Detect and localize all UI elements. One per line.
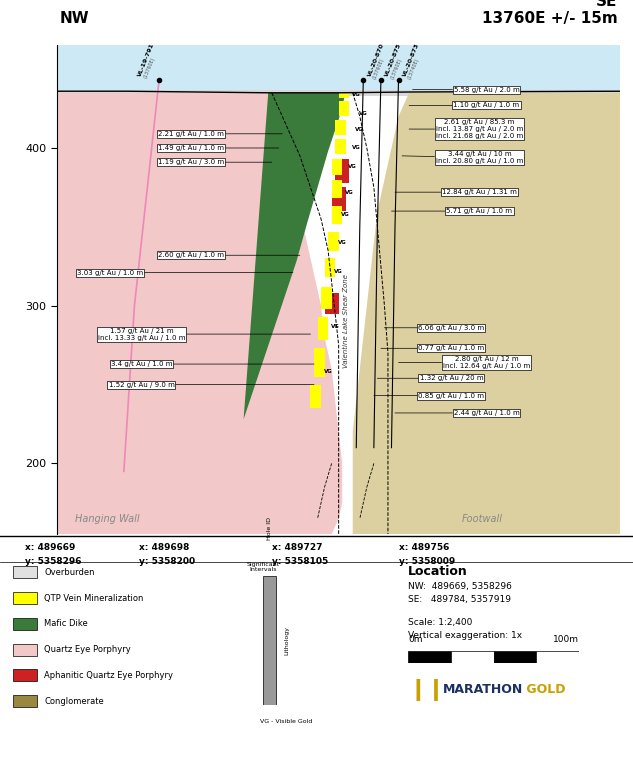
Text: VG: VG (345, 190, 354, 195)
Polygon shape (57, 89, 620, 96)
Text: VG: VG (348, 164, 357, 170)
Text: VG: VG (352, 146, 361, 151)
Text: 2.80 g/t Au / 12 m
incl. 12.64 g/t Au / 1.0 m: 2.80 g/t Au / 12 m incl. 12.64 g/t Au / … (399, 356, 530, 369)
Text: Aphanitic Quartz Eye Porphyry: Aphanitic Quartz Eye Porphyry (44, 671, 173, 680)
Text: 5.71 g/t Au / 1.0 m: 5.71 g/t Au / 1.0 m (391, 208, 513, 214)
Text: VG: VG (355, 127, 364, 132)
Text: VL-20-873: VL-20-873 (402, 42, 420, 77)
Bar (335, 120, 346, 136)
Text: Valentine Lake Shear Zone: Valentine Lake Shear Zone (342, 274, 349, 368)
Text: x: 489669: x: 489669 (25, 543, 76, 553)
Text: Hanging Wall: Hanging Wall (75, 514, 139, 524)
Bar (536, 651, 579, 663)
Text: 1.49 g/t Au / 1.0 m: 1.49 g/t Au / 1.0 m (158, 145, 279, 151)
Text: Conglomerate: Conglomerate (44, 697, 104, 706)
Text: VG - Visible Gold: VG - Visible Gold (260, 719, 312, 724)
Text: 5.58 g/t Au / 2.0 m: 5.58 g/t Au / 2.0 m (413, 86, 520, 92)
Text: (13760E): (13760E) (367, 55, 385, 80)
Text: Significant
Intervals: Significant Intervals (247, 562, 280, 572)
Text: 1.19 g/t Au / 3.0 m: 1.19 g/t Au / 3.0 m (158, 159, 272, 165)
Text: 2.44 g/t Au / 1.0 m: 2.44 g/t Au / 1.0 m (395, 410, 520, 416)
Text: 1.52 g/t Au / 9.0 m: 1.52 g/t Au / 9.0 m (108, 381, 314, 387)
Text: VG: VG (359, 111, 368, 116)
Text: 6.06 g/t Au / 3.0 m: 6.06 g/t Au / 3.0 m (384, 324, 484, 330)
Bar (332, 187, 346, 211)
Text: Location: Location (408, 565, 468, 578)
Text: VG: VG (323, 369, 332, 374)
Text: 2.21 g/t Au / 1.0 m: 2.21 g/t Au / 1.0 m (158, 131, 282, 136)
Text: 3.03 g/t Au / 1.0 m: 3.03 g/t Au / 1.0 m (77, 270, 293, 276)
Text: x: 489756: x: 489756 (399, 543, 449, 553)
Bar (318, 317, 328, 340)
Text: NW:  489669, 5358296: NW: 489669, 5358296 (408, 582, 512, 591)
Text: x: 489698: x: 489698 (139, 543, 190, 553)
Text: y: 5358200: y: 5358200 (139, 557, 196, 566)
Bar (325, 293, 339, 314)
Text: Quartz Eye Porphyry: Quartz Eye Porphyry (44, 645, 131, 654)
Polygon shape (57, 45, 620, 91)
Text: 3.4 g/t Au / 1.0 m: 3.4 g/t Au / 1.0 m (111, 361, 314, 367)
Text: 100m: 100m (553, 635, 579, 644)
Text: 1.32 g/t Au / 20 m: 1.32 g/t Au / 20 m (377, 375, 483, 381)
Text: ❙❙: ❙❙ (408, 678, 446, 701)
Text: 1.10 g/t Au / 1.0 m: 1.10 g/t Au / 1.0 m (409, 102, 520, 108)
Bar (332, 180, 342, 199)
Text: (13760E): (13760E) (137, 54, 156, 79)
Bar (328, 232, 339, 250)
Text: 0m: 0m (408, 635, 423, 644)
Bar (494, 651, 536, 663)
Polygon shape (353, 92, 620, 534)
Bar (335, 159, 349, 183)
Text: y: 5358296: y: 5358296 (25, 557, 82, 566)
Text: 12.84 g/t Au / 1.31 m: 12.84 g/t Au / 1.31 m (395, 190, 517, 195)
Bar (321, 287, 332, 309)
Polygon shape (244, 92, 346, 419)
Text: (13760E): (13760E) (384, 55, 403, 80)
Text: Footwall: Footwall (462, 514, 503, 524)
Bar (451, 651, 494, 663)
Text: 2.61 g/t Au / 85.3 m
incl. 13.87 g/t Au / 2.0 m
incl. 21.68 g/t Au / 2.0 m: 2.61 g/t Au / 85.3 m incl. 13.87 g/t Au … (409, 119, 523, 139)
Text: GOLD: GOLD (522, 683, 566, 697)
Text: Vertical exaggeration: 1x: Vertical exaggeration: 1x (408, 631, 522, 640)
Text: VG: VG (338, 240, 346, 245)
Text: VL-20-875: VL-20-875 (384, 42, 403, 77)
Bar (332, 159, 342, 175)
Text: SE
13760E +/- 15m: SE 13760E +/- 15m (482, 0, 618, 26)
Text: 0.77 g/t Au / 1.0 m: 0.77 g/t Au / 1.0 m (381, 346, 484, 351)
Bar (325, 258, 335, 277)
Text: VG: VG (341, 211, 350, 217)
Polygon shape (57, 92, 342, 534)
Text: QTP Vein Mineralization: QTP Vein Mineralization (44, 594, 144, 603)
Text: 0.85 g/t Au / 1.0 m: 0.85 g/t Au / 1.0 m (374, 393, 484, 399)
Text: VG: VG (334, 268, 343, 274)
Text: VL-20-870: VL-20-870 (367, 42, 385, 77)
Text: y: 5358009: y: 5358009 (399, 557, 455, 566)
Text: 3.44 g/t Au / 10 m
incl. 20.80 g/t Au / 1.0 m: 3.44 g/t Au / 10 m incl. 20.80 g/t Au / … (402, 151, 523, 164)
Text: Hole ID: Hole ID (267, 517, 272, 540)
Text: VL-19-791: VL-19-791 (137, 42, 156, 77)
Bar (339, 101, 349, 117)
Bar (339, 92, 349, 98)
Bar (314, 348, 325, 377)
Text: Overburden: Overburden (44, 568, 95, 577)
Text: SE:   489784, 5357919: SE: 489784, 5357919 (408, 595, 511, 604)
Bar (332, 206, 342, 224)
Text: 2.60 g/t Au / 1.0 m: 2.60 g/t Au / 1.0 m (158, 252, 300, 258)
Text: Scale: 1:2,400: Scale: 1:2,400 (408, 618, 473, 627)
Text: VG: VG (352, 92, 361, 97)
Text: Mafic Dike: Mafic Dike (44, 619, 88, 628)
Text: NW: NW (60, 11, 89, 26)
Bar (408, 651, 451, 663)
Bar (311, 384, 321, 409)
Bar (335, 139, 346, 155)
Text: x: 489727: x: 489727 (272, 543, 323, 553)
Text: (13740E): (13740E) (402, 55, 420, 80)
Text: Lithology: Lithology (284, 626, 289, 655)
Text: VG: VG (331, 324, 339, 329)
Text: 1.57 g/t Au / 21 m
incl. 13.33 g/t Au / 1.0 m: 1.57 g/t Au / 21 m incl. 13.33 g/t Au / … (97, 327, 311, 340)
Text: y: 5358105: y: 5358105 (272, 557, 329, 566)
Text: MARATHON: MARATHON (443, 683, 523, 697)
